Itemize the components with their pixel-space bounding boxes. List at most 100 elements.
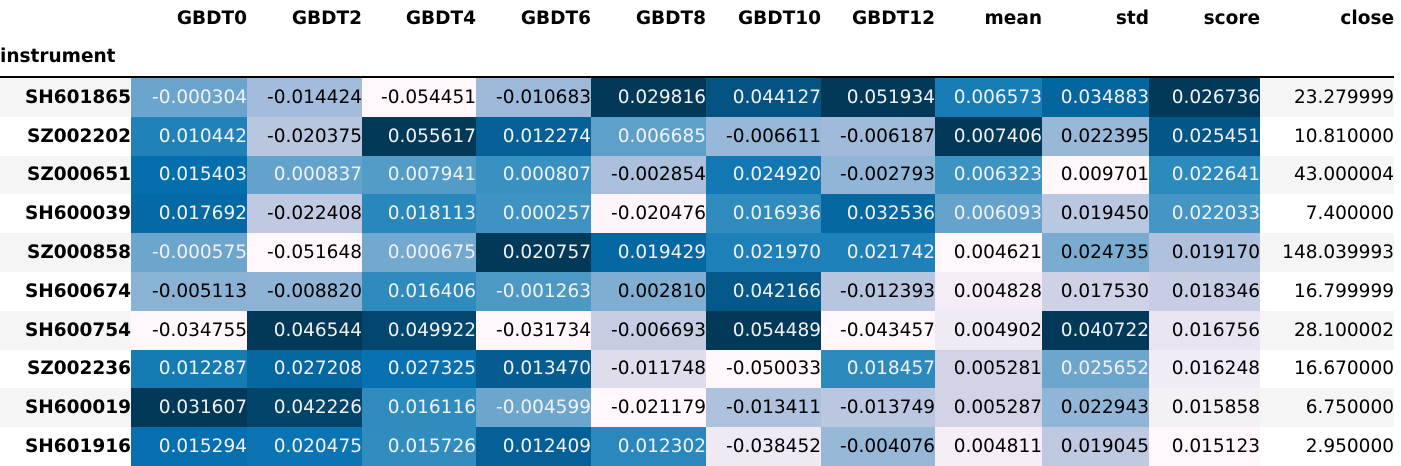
table-cell: 0.000807 [476, 155, 591, 195]
column-header: GBDT8 [635, 8, 706, 29]
index-header-blank [1260, 37, 1394, 78]
table-cell: 0.042166 [706, 271, 821, 311]
header-corner [0, 0, 131, 37]
index-header-blank [247, 37, 362, 78]
table-cell: 0.010442 [131, 116, 247, 156]
table-cell: 0.042226 [247, 388, 362, 428]
column-header: GBDT6 [520, 8, 591, 29]
table-cell: 0.029816 [591, 77, 706, 117]
table-cell: 0.000837 [247, 155, 362, 195]
table-cell: -0.006693 [591, 310, 706, 350]
table-cell: 0.032536 [821, 194, 935, 234]
table-cell: 0.034883 [1042, 77, 1149, 117]
table-cell: 0.046544 [247, 310, 362, 350]
table-cell: 0.018346 [1149, 271, 1260, 311]
table-cell: 0.024920 [706, 155, 821, 195]
table-cell: 0.007406 [935, 116, 1042, 156]
row-label: SH601865 [0, 77, 131, 117]
table-cell: -0.002854 [591, 155, 706, 195]
table-cell: 0.017530 [1042, 271, 1149, 311]
table-cell: 148.039993 [1260, 233, 1394, 272]
table-cell: 6.750000 [1260, 388, 1394, 428]
table-cell: 0.016116 [362, 388, 476, 428]
table-row: SH600019 0.031607 0.042226 0.016116 -0.00459… [0, 388, 1394, 428]
table-cell: 0.044127 [706, 77, 821, 117]
table-cell: 0.004828 [935, 271, 1042, 311]
table-cell: -0.000304 [131, 77, 247, 117]
row-label: SZ000651 [0, 155, 131, 195]
table-cell: 0.005287 [935, 388, 1042, 428]
table-cell: 0.015123 [1149, 427, 1260, 466]
column-header: GBDT12 [851, 8, 935, 29]
table-cell: 0.026736 [1149, 77, 1260, 117]
index-header-blank [476, 37, 591, 78]
table-cell: -0.020476 [591, 194, 706, 234]
column-header: GBDT10 [737, 8, 821, 29]
table-cell: 0.019045 [1042, 427, 1149, 466]
table-cell: 0.006093 [935, 194, 1042, 234]
table-cell: -0.012393 [821, 271, 935, 311]
table-cell: 0.012287 [131, 349, 247, 389]
table-cell: 0.015858 [1149, 388, 1260, 428]
table-cell: 0.015726 [362, 427, 476, 466]
table-cell: -0.004076 [821, 427, 935, 466]
table-cell: 16.670000 [1260, 349, 1394, 389]
table-row: SH600039 0.017692 -0.022408 0.018113 0.00025… [0, 194, 1394, 234]
table-row: SH600754 -0.034755 0.046544 0.049922 -0.0317… [0, 310, 1394, 350]
column-header: score [1203, 8, 1260, 29]
column-header: GBDT4 [405, 8, 476, 29]
index-name: instrument [0, 37, 131, 78]
table-cell: 0.025652 [1042, 349, 1149, 389]
table-cell: 0.004811 [935, 427, 1042, 466]
table-cell: 10.810000 [1260, 116, 1394, 156]
table-cell: 23.279999 [1260, 77, 1394, 117]
table-cell: 0.016936 [706, 194, 821, 234]
table-cell: 0.013470 [476, 349, 591, 389]
table-cell: 0.009701 [1042, 155, 1149, 195]
table-row: SZ002236 0.012287 0.027208 0.027325 0.013470… [0, 349, 1394, 389]
table-cell: -0.000575 [131, 233, 247, 272]
row-label: SZ002202 [0, 116, 131, 156]
table-row: SZ002202 0.010442 -0.020375 0.055617 0.01227… [0, 116, 1394, 156]
table-cell: 0.020757 [476, 233, 591, 272]
table-cell: 0.012302 [591, 427, 706, 466]
index-header-row: instrument [0, 37, 1394, 78]
table-cell: -0.013749 [821, 388, 935, 428]
table-cell: -0.014424 [247, 77, 362, 117]
table-cell: -0.002793 [821, 155, 935, 195]
table-cell: -0.001263 [476, 271, 591, 311]
table-cell: 0.007941 [362, 155, 476, 195]
table-cell: 0.055617 [362, 116, 476, 156]
table-cell: -0.010683 [476, 77, 591, 117]
table-cell: 0.018457 [821, 349, 935, 389]
table-row: SH601916 0.015294 0.020475 0.015726 0.012409… [0, 427, 1394, 466]
table-cell: -0.034755 [131, 310, 247, 350]
table-cell: -0.051648 [247, 233, 362, 272]
row-label: SZ002236 [0, 349, 131, 389]
column-header: GBDT2 [291, 8, 362, 29]
index-header-blank [362, 37, 476, 78]
table-cell: 0.054489 [706, 310, 821, 350]
table-cell: -0.050033 [706, 349, 821, 389]
row-label: SZ000858 [0, 233, 131, 272]
table-row: SZ000651 0.015403 0.000837 0.007941 0.000807… [0, 155, 1394, 195]
table-cell: -0.038452 [706, 427, 821, 466]
index-header-blank [935, 37, 1042, 78]
table-body: SH601865 -0.000304 -0.014424 -0.054451 -0.01… [0, 77, 1394, 466]
table-cell: 0.005281 [935, 349, 1042, 389]
table-cell: 0.015294 [131, 427, 247, 466]
table-cell: 0.006685 [591, 116, 706, 156]
table-cell: 0.022641 [1149, 155, 1260, 195]
table-cell: 0.018113 [362, 194, 476, 234]
table-cell: 2.950000 [1260, 427, 1394, 466]
row-label: SH600674 [0, 271, 131, 311]
column-header-row: GBDT0 GBDT2 GBDT4 GBDT6 GBDT8 GBDT10 GBDT12 mea… [0, 0, 1394, 37]
index-header-blank [1149, 37, 1260, 78]
table-cell: 43.000004 [1260, 155, 1394, 195]
table-cell: -0.004599 [476, 388, 591, 428]
table-cell: 0.000257 [476, 194, 591, 234]
table-cell: 0.051934 [821, 77, 935, 117]
table-cell: 0.004621 [935, 233, 1042, 272]
table-cell: 0.022943 [1042, 388, 1149, 428]
table-cell: 0.049922 [362, 310, 476, 350]
